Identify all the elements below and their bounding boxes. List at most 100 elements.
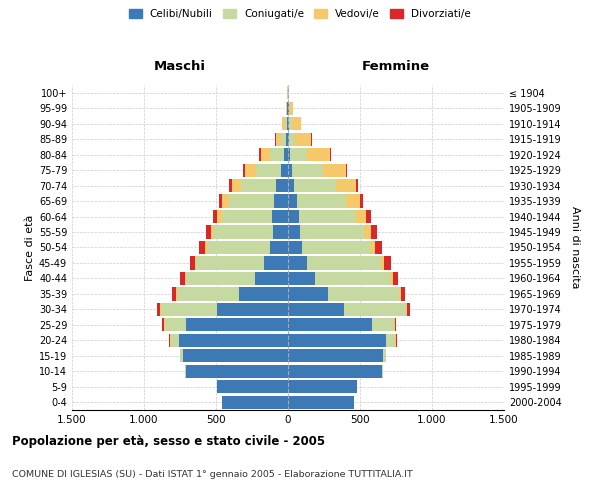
Bar <box>288 210 299 223</box>
Bar <box>288 256 381 270</box>
Text: Femmine: Femmine <box>362 60 430 72</box>
Bar <box>243 164 288 176</box>
Legend: Celibi/Nubili, Coniugati/e, Vedovi/e, Divorziati/e: Celibi/Nubili, Coniugati/e, Vedovi/e, Di… <box>125 5 475 24</box>
Bar <box>288 256 391 270</box>
Bar <box>288 364 382 378</box>
Bar <box>288 102 293 115</box>
Bar <box>180 350 288 362</box>
Bar <box>288 86 289 100</box>
Bar <box>186 364 288 378</box>
Bar <box>185 364 288 378</box>
Bar <box>288 396 353 409</box>
Bar <box>256 164 288 176</box>
Bar <box>288 350 383 362</box>
Bar <box>288 380 357 394</box>
Bar <box>282 117 288 130</box>
Bar <box>288 148 330 161</box>
Bar <box>222 396 288 409</box>
Bar <box>288 226 377 238</box>
Bar <box>176 288 288 300</box>
Bar <box>179 334 288 347</box>
Bar <box>288 117 301 130</box>
Bar <box>190 256 288 270</box>
Bar <box>288 288 404 300</box>
Bar <box>287 117 288 130</box>
Bar <box>222 194 288 207</box>
Bar <box>211 226 288 238</box>
Bar <box>263 256 288 270</box>
Bar <box>282 117 288 130</box>
Bar <box>288 210 371 223</box>
Bar <box>245 164 288 176</box>
Bar <box>185 364 288 378</box>
Bar <box>288 380 357 394</box>
Bar <box>288 117 289 130</box>
Bar <box>180 350 288 362</box>
Bar <box>288 241 382 254</box>
Bar <box>183 350 288 362</box>
Bar <box>217 380 288 394</box>
Bar <box>288 272 390 285</box>
Bar <box>276 132 288 145</box>
Bar <box>288 334 396 347</box>
Bar <box>217 380 288 394</box>
Bar <box>163 318 288 332</box>
Bar <box>169 334 288 347</box>
Bar <box>177 288 288 300</box>
Bar <box>288 303 410 316</box>
Bar <box>285 117 288 130</box>
Bar <box>288 318 371 332</box>
Bar <box>229 179 288 192</box>
Bar <box>288 334 397 347</box>
Bar <box>288 132 295 145</box>
Bar <box>288 117 292 130</box>
Bar <box>288 350 386 362</box>
Bar <box>194 256 288 270</box>
Bar <box>288 210 356 223</box>
Bar <box>232 179 288 192</box>
Bar <box>186 272 288 285</box>
Bar <box>288 256 307 270</box>
Bar <box>288 179 356 192</box>
Bar <box>288 396 353 409</box>
Bar <box>288 102 290 115</box>
Bar <box>288 272 393 285</box>
Bar <box>217 210 288 223</box>
Bar <box>288 396 353 409</box>
Bar <box>288 102 289 115</box>
Bar <box>288 226 371 238</box>
Bar <box>186 318 288 332</box>
Text: COMUNE DI IGLESIAS (SU) - Dati ISTAT 1° gennaio 2005 - Elaborazione TUTTITALIA.I: COMUNE DI IGLESIAS (SU) - Dati ISTAT 1° … <box>12 470 413 479</box>
Bar <box>272 210 288 223</box>
Bar <box>172 288 288 300</box>
Bar <box>275 132 288 145</box>
Bar <box>288 303 407 316</box>
Bar <box>277 179 288 192</box>
Bar <box>288 318 394 332</box>
Bar <box>288 350 386 362</box>
Bar <box>288 102 293 115</box>
Bar <box>286 102 288 115</box>
Bar <box>288 194 296 207</box>
Bar <box>164 318 288 332</box>
Bar <box>288 318 395 332</box>
Bar <box>287 86 288 100</box>
Bar <box>288 164 323 176</box>
Bar <box>288 164 346 176</box>
Bar <box>255 272 288 285</box>
Bar <box>288 241 370 254</box>
Bar <box>288 350 386 362</box>
Bar <box>199 241 288 254</box>
Bar <box>288 86 289 100</box>
Bar <box>287 102 288 115</box>
Bar <box>288 148 290 161</box>
Bar <box>222 396 288 409</box>
Bar <box>281 164 288 176</box>
Bar <box>170 334 288 347</box>
Bar <box>288 164 292 176</box>
Bar <box>288 179 358 192</box>
Bar <box>288 256 385 270</box>
Bar <box>288 226 299 238</box>
Y-axis label: Anni di nascita: Anni di nascita <box>570 206 580 288</box>
Bar <box>217 303 288 316</box>
